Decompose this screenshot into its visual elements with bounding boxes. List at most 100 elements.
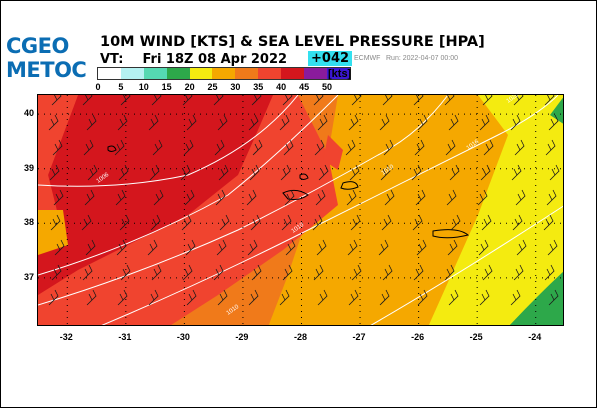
wind-barb [547,239,558,256]
wind-barb [49,164,60,181]
wind-barb [86,114,97,131]
wind-barb [347,239,358,256]
wind-barb [153,189,164,206]
wind-barb [186,289,197,306]
wind-barb [82,264,93,281]
colorbar-swatch [120,68,144,79]
wind-barb [281,214,292,231]
wind-barb [51,264,62,281]
region-fresh-west [38,95,78,230]
wind-barb [444,264,455,281]
wind-barb [350,214,361,231]
wind-barb [219,214,230,231]
wind-barb [417,114,428,131]
wind-barb [251,95,262,106]
wind-barb [185,239,196,256]
wind-barb [483,139,494,156]
wind-barb [345,139,356,156]
colorbar-swatch [166,68,190,79]
wind-barb [510,289,521,306]
wind-barb [246,189,257,206]
wind-barb [251,264,262,281]
wind-barb [85,239,96,256]
wind-barb [544,264,555,281]
wind-barb [510,114,521,131]
wind-barb [411,164,422,181]
chart-title: 10M WIND [KTS] & SEA LEVEL PRESSURE [HPA… [100,34,485,50]
wind-barb [147,239,158,256]
wind-barb [50,214,61,231]
wind-barb [412,214,423,231]
wind-barb [316,239,327,256]
wind-barb [383,139,394,156]
wind-barb [545,139,556,156]
wind-barb [515,189,526,206]
wind-barb [250,214,261,231]
wind-barb [116,239,127,256]
wind-barb [384,189,395,206]
longitude-tick-label: -25 [469,332,483,342]
longitude-tick-label: -28 [293,332,308,342]
region-sea-green-south [509,271,563,325]
wind-barb [218,164,229,181]
wind-barb [284,189,295,206]
wind-barb [120,95,131,106]
logo-line2: METOC [6,58,87,82]
wind-barb [448,114,459,131]
colorbar-swatch [258,68,282,79]
wind-barb [54,239,65,256]
longitude-tick-label: -29 [235,332,249,342]
colorbar-tick-label: 0 [95,82,101,92]
wind-barb [183,139,194,156]
wind-barb [282,264,293,281]
wind-barb [380,164,391,181]
colorbar-swatch [326,68,350,79]
wind-barb [516,239,527,256]
island-sao-miguel [432,229,470,239]
wind-barb [149,164,160,181]
wind-barb [285,239,296,256]
wind-barb [279,289,290,306]
wind-barb [119,214,130,231]
wind-barb [382,264,393,281]
wind-barb [81,214,92,231]
wind-barb [482,95,493,106]
wind-barb [318,164,329,181]
wind-barb [181,214,192,231]
wind-barb [114,139,125,156]
wind-barb [481,214,492,231]
colorbar-tick-label: 45 [299,82,310,92]
wind-barb [115,189,126,206]
colorbar-tick-label: 50 [321,82,333,92]
wind-barb [117,289,128,306]
wind-barb [279,114,290,131]
wind-barb [148,114,159,131]
wind-barb [53,189,64,206]
wind-barb [413,95,424,106]
colorbar-swatch [304,68,327,79]
wind-barb [280,164,291,181]
region-gale [38,95,273,295]
wind-barb [186,114,197,131]
wind-barb [317,289,328,306]
wind-barb [82,95,93,106]
wind-barb [117,114,128,131]
wind-barb [152,139,163,156]
latitude-tick-label: 37 [24,271,35,282]
wind-barb [543,214,554,231]
colorbar-tick-label: 25 [207,82,218,92]
colorbar-tick-label: 10 [138,82,149,92]
wind-barb [151,264,162,281]
wind-barb [448,289,459,306]
region-sea-green-north [550,97,563,124]
wind-barb [511,164,522,181]
wind-barb [548,114,559,131]
isobar-1020 [370,205,563,325]
wind-barb [248,114,259,131]
longitude-tick-label: -27 [352,332,366,342]
wind-barb [317,114,328,131]
wind-barb [249,164,260,181]
wind-barb [87,164,98,181]
wind-barb [513,264,524,281]
